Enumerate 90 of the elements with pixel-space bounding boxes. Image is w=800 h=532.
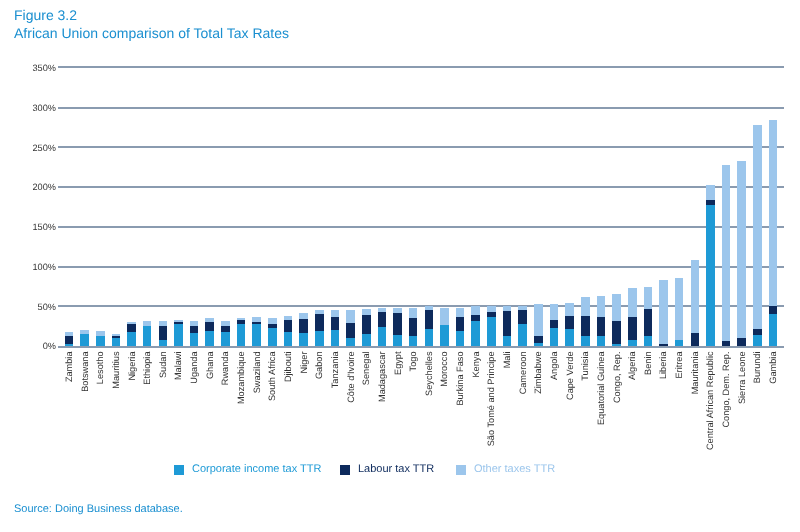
bar [565, 315, 574, 330]
bar [627, 288, 637, 318]
bar [268, 318, 277, 324]
bar [706, 205, 715, 346]
bar [565, 303, 574, 316]
bar [393, 334, 402, 346]
bar [753, 328, 762, 335]
bar [127, 323, 136, 332]
bar [268, 326, 277, 346]
bar [549, 303, 559, 320]
bar [221, 326, 230, 332]
bar [455, 307, 465, 317]
bar [534, 303, 543, 337]
bar [737, 338, 747, 346]
bar [487, 311, 496, 318]
bar [205, 320, 215, 331]
bar [346, 310, 355, 323]
bar [737, 160, 747, 339]
bar [643, 335, 653, 346]
bar [361, 315, 371, 335]
bar [408, 336, 418, 346]
bar [565, 329, 574, 346]
bar [440, 325, 449, 346]
bar [706, 199, 715, 206]
bar [487, 317, 496, 346]
bar [471, 315, 481, 321]
bar [424, 328, 434, 346]
bar [299, 312, 308, 319]
bar [580, 315, 590, 336]
bar [393, 307, 402, 314]
bar [549, 319, 559, 328]
bar [299, 319, 308, 334]
bar [580, 335, 590, 346]
bar [142, 321, 152, 327]
bar [627, 340, 637, 346]
bar [502, 311, 512, 337]
bar [534, 336, 543, 343]
bar [643, 287, 653, 310]
bar [455, 330, 465, 346]
bar [487, 306, 496, 312]
bar [440, 307, 449, 326]
bar [205, 330, 215, 346]
bar [596, 336, 606, 346]
bar [471, 320, 481, 346]
bar [674, 278, 684, 341]
bar [408, 307, 418, 319]
bar [518, 323, 527, 346]
bar [753, 125, 762, 329]
bar [299, 333, 308, 346]
bar [612, 320, 621, 345]
bar [627, 317, 637, 341]
bar [659, 280, 668, 344]
bar [549, 327, 559, 346]
bar [142, 326, 152, 346]
bar [643, 309, 653, 336]
bar [721, 164, 731, 342]
bar [580, 296, 590, 316]
bar [455, 316, 465, 331]
bar [330, 310, 340, 317]
bar [315, 312, 324, 331]
bar [674, 340, 684, 346]
bar [393, 313, 402, 335]
bar [768, 314, 778, 346]
bar [189, 333, 199, 346]
bar [95, 330, 105, 336]
bar [768, 119, 778, 306]
bar [127, 331, 136, 346]
bar [361, 334, 371, 346]
bar [361, 309, 371, 316]
bar [346, 322, 355, 339]
bar [690, 333, 700, 346]
bar [283, 331, 293, 346]
bar [408, 318, 418, 337]
bar [690, 260, 700, 334]
bar [377, 326, 387, 346]
bar [596, 295, 606, 317]
bar [518, 308, 527, 324]
bar [706, 184, 715, 200]
bar [471, 306, 481, 316]
bar [315, 330, 324, 346]
bar [80, 332, 89, 346]
bar [174, 323, 183, 346]
bar [330, 316, 340, 331]
bar [221, 321, 230, 327]
bar [252, 323, 262, 346]
bar [346, 338, 355, 346]
bar [502, 336, 512, 346]
bar [612, 293, 621, 321]
bar [753, 334, 762, 346]
bar [330, 330, 340, 346]
